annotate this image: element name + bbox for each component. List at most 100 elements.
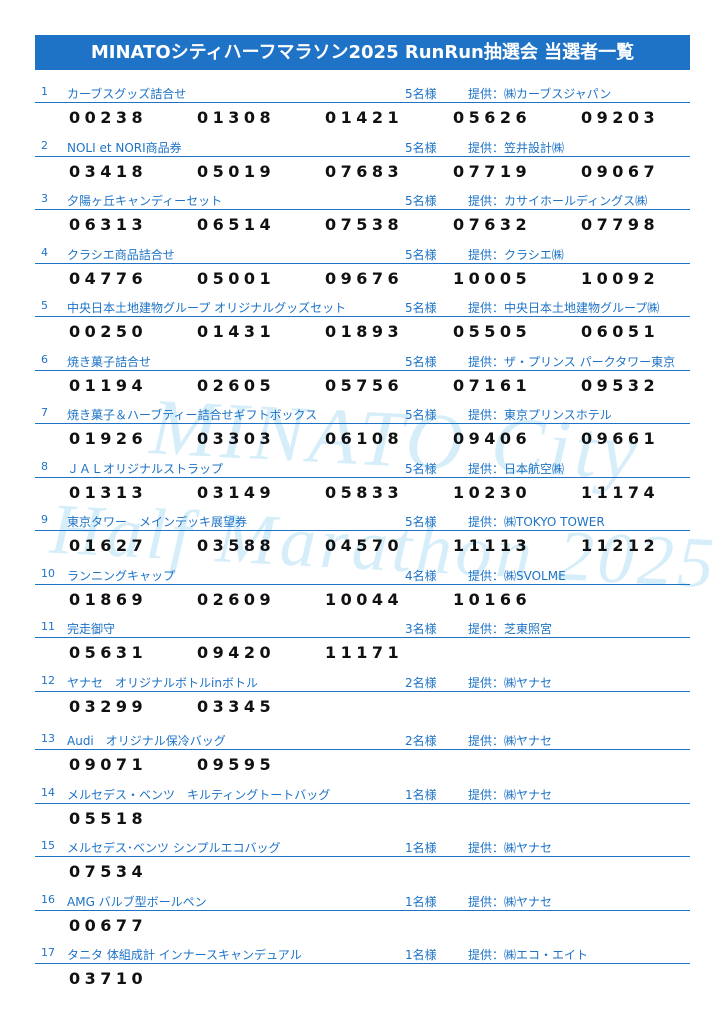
prize-name: 完走御守 xyxy=(67,622,116,636)
prize-provider: 提供：㈱カーブスジャパン xyxy=(468,87,612,101)
winner-number: 11171 xyxy=(325,643,404,662)
prize-header: 11 完走御守 3名様 提供：芝東照宮 xyxy=(35,619,690,638)
winner-number: 01627 xyxy=(69,536,148,555)
prize-header: 15 メルセデス･ベンツ シンプルエコバッグ 1名様 提供：㈱ヤナセ xyxy=(35,838,690,857)
winner-number: 07632 xyxy=(453,215,532,234)
winner-number: 01926 xyxy=(69,429,148,448)
winner-number: 06514 xyxy=(197,215,276,234)
prize-count: 5名様 xyxy=(405,194,437,208)
prize-count: 1名様 xyxy=(405,894,437,909)
winner-number: 01869 xyxy=(69,589,148,609)
winner-number: 03149 xyxy=(197,482,276,502)
winner-number: 01893 xyxy=(325,322,404,341)
prize-number: 4 xyxy=(41,245,48,259)
winner-number: 07798 xyxy=(581,215,660,234)
winner-number: 04776 xyxy=(69,268,148,288)
prize-number: 17 xyxy=(41,946,55,959)
winner-number: 02609 xyxy=(197,589,276,609)
winner-number: 10230 xyxy=(453,482,532,502)
prize-provider: 提供：㈱ヤナセ xyxy=(468,894,553,909)
prize-name: メルセデス･ベンツ シンプルエコバッグ xyxy=(67,841,281,855)
prize-header: 13 Audi オリジナル保冷バッグ 2名様 提供：㈱ヤナセ xyxy=(35,731,690,750)
prize-name: 焼き菓子＆ハーブティー詰合せギフトボックス xyxy=(67,408,318,422)
prize-name: メルセデス・ベンツ キルティングトートバッグ xyxy=(67,787,331,802)
prize-provider: 提供：㈱ヤナセ xyxy=(468,841,553,855)
prize-header: 9 東京タワー メインデッキ展望券 5名様 提供：㈱TOKYO TOWER xyxy=(35,512,690,531)
winner-number: 03345 xyxy=(197,696,276,716)
prize-header: 16 AMG バルブ型ボールペン 1名様 提供：㈱ヤナセ xyxy=(35,892,690,911)
prize-name: NOLI et NORI商品券 xyxy=(67,140,182,155)
prize-provider: 提供：㈱TOKYO TOWER xyxy=(468,515,605,529)
winner-number: 01308 xyxy=(197,108,276,127)
prize-name: Audi オリジナル保冷バッグ xyxy=(67,734,226,748)
prize-number: 9 xyxy=(41,513,48,526)
prize-header: 5 中央日本土地建物グループ オリジナルグッズセット 5名様 提供：中央日本土地建物グ… xyxy=(35,298,690,317)
prize-provider: 提供：笠井設計㈱ xyxy=(468,140,565,155)
winner-number: 03299 xyxy=(69,696,148,716)
prize-count: 2名様 xyxy=(405,734,437,748)
winner-number: 10005 xyxy=(453,268,532,288)
prize-name: タニタ 体組成計 インナースキャンデュアル xyxy=(67,948,302,962)
prize-provider: 提供：㈱SVOLME xyxy=(468,568,566,583)
winner-number: 10166 xyxy=(453,589,532,609)
winner-number: 09676 xyxy=(325,268,404,288)
prize-count: 5名様 xyxy=(405,515,437,529)
prize-count: 5名様 xyxy=(405,354,437,369)
winner-number: 09071 xyxy=(69,755,148,774)
winner-number: 10092 xyxy=(581,268,660,288)
winner-number: 04570 xyxy=(325,536,404,555)
prize-number: 10 xyxy=(41,566,55,580)
winner-number: 01431 xyxy=(197,322,276,341)
winner-number: 11174 xyxy=(581,482,660,502)
prize-count: 5名様 xyxy=(405,87,437,101)
winner-number: 05505 xyxy=(453,322,532,341)
winner-number: 00677 xyxy=(69,915,148,935)
prize-number: 3 xyxy=(41,192,48,205)
winner-number: 02605 xyxy=(197,375,276,395)
winner-number: 05001 xyxy=(197,268,276,288)
winner-number: 03303 xyxy=(197,429,276,448)
prize-name: 東京タワー メインデッキ展望券 xyxy=(67,515,248,529)
prize-header: 1 カーブスグッズ詰合せ 5名様 提供：㈱カーブスジャパン xyxy=(35,84,690,103)
prize-count: 5名様 xyxy=(405,301,437,315)
prize-name: ランニングキャップ xyxy=(67,568,176,583)
prize-number: 5 xyxy=(41,299,48,312)
prize-name: 焼き菓子詰合せ xyxy=(67,354,152,369)
winner-number: 03588 xyxy=(197,536,276,555)
winner-number: 07534 xyxy=(69,862,148,881)
prize-header: 4 クラシエ商品詰合せ 5名様 提供：クラシエ㈱ xyxy=(35,245,690,264)
winner-number: 11113 xyxy=(453,536,532,555)
prize-provider: 提供：芝東照宮 xyxy=(468,622,553,636)
prize-number: 11 xyxy=(41,620,55,633)
prize-header: 7 焼き菓子＆ハーブティー詰合せギフトボックス 5名様 提供：東京プリンスホテル xyxy=(35,405,690,424)
prize-provider: 提供：日本航空㈱ xyxy=(468,461,565,476)
winner-number: 09406 xyxy=(453,429,532,448)
winner-number: 07683 xyxy=(325,161,404,181)
winner-number: 05756 xyxy=(325,375,404,395)
winner-number: 07719 xyxy=(453,161,532,181)
prize-name: ヤナセ オリジナルボトルinボトル xyxy=(67,675,258,690)
winner-number: 06108 xyxy=(325,429,404,448)
prize-header: 8 ＪＡＬオリジナルストラップ 5名様 提供：日本航空㈱ xyxy=(35,459,690,478)
prize-number: 8 xyxy=(41,459,48,473)
prize-count: 5名様 xyxy=(405,408,437,422)
winner-number: 11212 xyxy=(581,536,660,555)
prize-number: 14 xyxy=(41,785,55,799)
winner-number: 09661 xyxy=(581,429,660,448)
prize-number: 15 xyxy=(41,839,55,852)
prize-name: 夕陽ヶ丘キャンディーセット xyxy=(67,194,223,208)
winner-number: 09532 xyxy=(581,375,660,395)
winner-number: 09595 xyxy=(197,755,276,774)
prize-provider: 提供：㈱ヤナセ xyxy=(468,675,553,690)
prize-name: AMG バルブ型ボールペン xyxy=(67,894,207,909)
prize-provider: 提供：ザ・プリンス パークタワー東京 xyxy=(468,354,676,369)
prize-name: 中央日本土地建物グループ オリジナルグッズセット xyxy=(67,301,347,315)
prize-count: 3名様 xyxy=(405,622,437,636)
winner-number: 09420 xyxy=(197,643,276,662)
prize-number: 16 xyxy=(41,892,55,906)
prize-number: 7 xyxy=(41,406,48,419)
winner-number: 03710 xyxy=(69,969,148,988)
prize-provider: 提供：㈱ヤナセ xyxy=(468,734,553,748)
prize-number: 6 xyxy=(41,352,48,366)
prize-name: ＪＡＬオリジナルストラップ xyxy=(67,461,224,476)
